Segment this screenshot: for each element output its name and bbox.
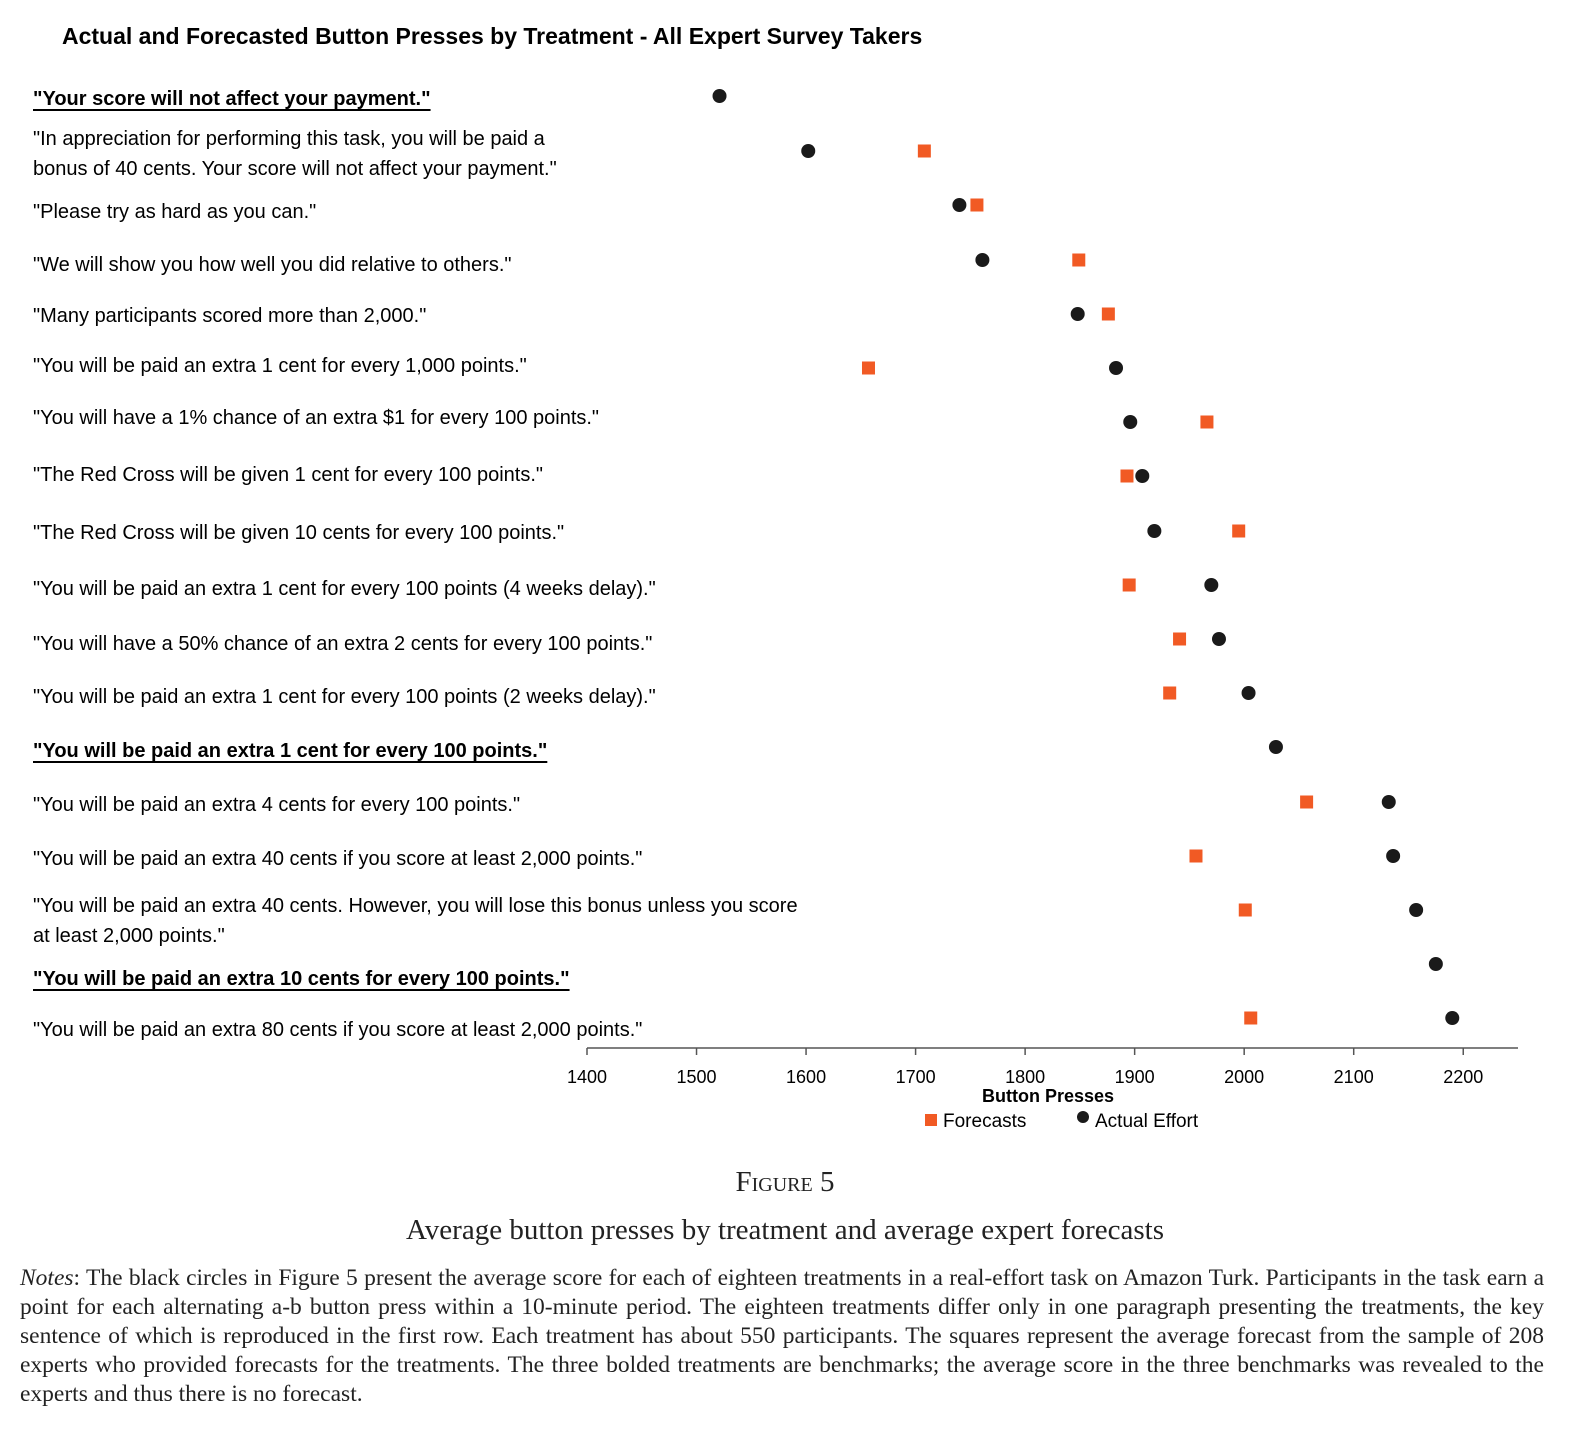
- treatment-label: "You will be paid an extra 80 cents if y…: [33, 1019, 642, 1041]
- x-tick-label: 2100: [1334, 1067, 1374, 1087]
- treatment-label: "You will be paid an extra 10 cents for …: [33, 968, 570, 990]
- legend-forecast-label: Forecasts: [943, 1111, 1026, 1132]
- forecast-marker: [861, 361, 875, 375]
- actual-effort-marker: [1386, 849, 1401, 863]
- legend: Forecasts Actual Effort: [925, 1111, 1199, 1132]
- treatment-label: "The Red Cross will be given 10 cents fo…: [33, 522, 564, 544]
- treatment-label-line: "We will show you how well you did relat…: [33, 254, 512, 276]
- forecast-marker: [1072, 253, 1086, 267]
- treatment-label-line: "Your score will not affect your payment…: [33, 88, 431, 110]
- treatment-label-line: "You will be paid an extra 1 cent for ev…: [33, 355, 527, 377]
- forecast-marker: [970, 198, 984, 212]
- treatment-label-line: "You will be paid an extra 40 cents. How…: [33, 895, 798, 917]
- treatment-label: "We will show you how well you did relat…: [33, 254, 512, 276]
- treatment-label: "Your score will not affect your payment…: [33, 88, 431, 110]
- x-tick-label: 1800: [1005, 1067, 1045, 1087]
- x-tick-label: 1600: [786, 1067, 826, 1087]
- treatment-label-line: "You will be paid an extra 80 cents if y…: [33, 1019, 642, 1041]
- actual-effort-marker: [1381, 795, 1396, 809]
- plot-markers: [712, 89, 1460, 1025]
- actual-effort-marker: [975, 253, 990, 267]
- treatment-label: "You will be paid an extra 40 cents if y…: [33, 848, 642, 870]
- actual-effort-marker: [952, 198, 967, 212]
- actual-effort-marker: [1123, 415, 1138, 429]
- notes-lead: Notes: [20, 1265, 74, 1291]
- forecast-marker: [1101, 307, 1115, 321]
- actual-effort-marker: [712, 89, 727, 103]
- treatment-label: "The Red Cross will be given 1 cent for …: [33, 464, 543, 486]
- forecast-marker: [1244, 1011, 1258, 1025]
- forecast-marker: [917, 144, 931, 158]
- figure-label: Figure 5: [735, 1166, 835, 1198]
- x-tick-label: 1900: [1115, 1067, 1155, 1087]
- actual-effort-marker: [1135, 469, 1150, 483]
- treatment-label-line: "You will be paid an extra 4 cents for e…: [33, 794, 520, 816]
- notes-body: : The black circles in Figure 5 present …: [20, 1265, 1544, 1407]
- legend-actual-label: Actual Effort: [1095, 1111, 1199, 1132]
- treatment-label: "Please try as hard as you can.": [33, 201, 316, 223]
- actual-effort-marker: [1409, 903, 1424, 917]
- forecast-marker: [1163, 686, 1177, 700]
- treatment-label-line: "You will be paid an extra 1 cent for ev…: [33, 686, 656, 708]
- actual-effort-marker: [1241, 686, 1256, 700]
- treatment-label: "In appreciation for performing this tas…: [33, 128, 557, 180]
- treatment-label: "You will be paid an extra 1 cent for ev…: [33, 355, 527, 377]
- forecast-marker: [1232, 524, 1246, 538]
- treatment-label-line: "You will be paid an extra 40 cents if y…: [33, 848, 642, 870]
- treatment-label-line: "Many participants scored more than 2,00…: [33, 305, 426, 327]
- actual-effort-marker: [801, 144, 816, 158]
- x-tick-label: 1400: [567, 1067, 607, 1087]
- actual-effort-marker: [1428, 957, 1443, 971]
- forecast-marker: [1120, 469, 1134, 483]
- legend-actual-swatch: [1077, 1111, 1089, 1123]
- treatment-label: "You will be paid an extra 40 cents. How…: [33, 895, 798, 947]
- treatment-label-line: bonus of 40 cents. Your score will not a…: [33, 158, 557, 180]
- treatment-label: "Many participants scored more than 2,00…: [33, 305, 426, 327]
- x-tick-label: 2200: [1443, 1067, 1483, 1087]
- treatment-label-line: "You will be paid an extra 10 cents for …: [33, 968, 570, 990]
- x-tick-label: 1700: [896, 1067, 936, 1087]
- treatment-label-line: "The Red Cross will be given 1 cent for …: [33, 464, 543, 486]
- actual-effort-marker: [1204, 578, 1219, 592]
- treatment-label-line: "Please try as hard as you can.": [33, 201, 316, 223]
- forecast-marker: [1189, 849, 1203, 863]
- treatment-label-line: "You will be paid an extra 1 cent for ev…: [33, 740, 547, 762]
- treatment-label-line: "You will be paid an extra 1 cent for ev…: [33, 578, 656, 600]
- treatment-label: "You will be paid an extra 4 cents for e…: [33, 794, 520, 816]
- x-axis-title: Button Presses: [982, 1086, 1114, 1106]
- forecast-marker: [1300, 795, 1314, 809]
- figure-caption: Average button presses by treatment and …: [406, 1214, 1164, 1246]
- forecast-marker: [1173, 632, 1187, 646]
- actual-effort-marker: [1109, 361, 1124, 375]
- treatment-label: "You will be paid an extra 1 cent for ev…: [33, 740, 547, 762]
- treatment-label: "You will have a 50% chance of an extra …: [33, 633, 652, 655]
- treatment-label-line: "The Red Cross will be given 10 cents fo…: [33, 522, 564, 544]
- x-tick-label: 2000: [1224, 1067, 1264, 1087]
- treatment-labels: "Your score will not affect your payment…: [33, 88, 798, 1041]
- x-axis: 1400 1500 1600 1700 1800 1900 2000 2100 2200: [567, 1047, 1518, 1087]
- treatment-label: "You will have a 1% chance of an extra $…: [33, 407, 599, 429]
- x-tick-label: 1500: [677, 1067, 717, 1087]
- figure-notes: Notes: The black circles in Figure 5 pre…: [20, 1264, 1544, 1409]
- forecast-marker: [1200, 415, 1214, 429]
- actual-effort-marker: [1211, 632, 1226, 646]
- treatment-label-line: "You will have a 1% chance of an extra $…: [33, 407, 599, 429]
- treatment-label-line: "You will have a 50% chance of an extra …: [33, 633, 652, 655]
- treatment-label-line: "In appreciation for performing this tas…: [33, 128, 546, 150]
- treatment-label: "You will be paid an extra 1 cent for ev…: [33, 686, 656, 708]
- chart-figure: Actual and Forecasted Button Presses by …: [33, 23, 1518, 1132]
- treatment-label-line: at least 2,000 points.": [33, 925, 225, 947]
- legend-forecast-swatch: [925, 1114, 937, 1126]
- actual-effort-marker: [1445, 1011, 1460, 1025]
- actual-effort-marker: [1268, 740, 1283, 754]
- forecast-marker: [1238, 903, 1252, 917]
- chart-title: Actual and Forecasted Button Presses by …: [62, 23, 922, 49]
- treatment-label: "You will be paid an extra 1 cent for ev…: [33, 578, 656, 600]
- actual-effort-marker: [1070, 307, 1085, 321]
- forecast-marker: [1122, 578, 1136, 592]
- actual-effort-marker: [1147, 524, 1162, 538]
